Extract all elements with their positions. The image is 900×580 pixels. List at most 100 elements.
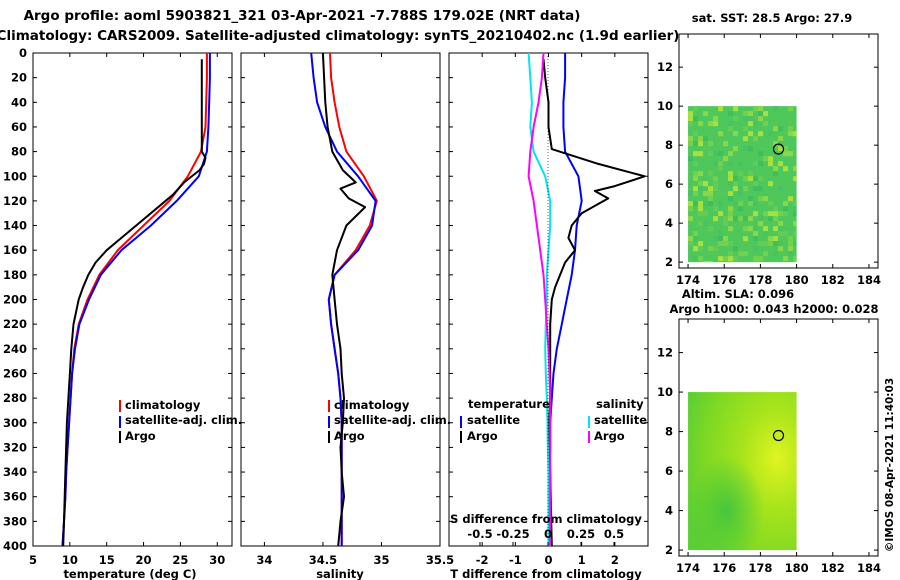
sst-cell <box>788 131 794 137</box>
sst-cell <box>788 251 794 257</box>
temperature-x-label: temperature (deg C) <box>63 567 196 580</box>
sst-cell <box>688 216 694 222</box>
sst-cell <box>713 241 719 247</box>
depth-tick-label: 240 <box>3 342 27 356</box>
sst-cell <box>743 116 749 122</box>
sst-cell <box>758 116 764 122</box>
sst-cell <box>743 196 749 202</box>
s-diff-tick-label: 0.25 <box>567 527 595 541</box>
depth-tick-label: 140 <box>3 219 27 233</box>
sst-cell <box>728 191 734 197</box>
sst-cell <box>773 226 779 232</box>
sst-cell <box>773 251 779 257</box>
sst-cell <box>713 176 719 182</box>
map-x-tick-label: 180 <box>785 273 809 287</box>
temperature-series <box>61 53 211 546</box>
sst-cell <box>763 256 769 262</box>
sst-cell <box>768 236 774 242</box>
sst-cell <box>768 161 774 167</box>
sst-cell <box>718 256 724 262</box>
depth-tick-label: 400 <box>3 539 27 553</box>
depth-tick-label: 40 <box>11 95 27 109</box>
sst-cell <box>778 241 784 247</box>
sst-cell <box>748 171 754 177</box>
sst-cell <box>733 161 739 167</box>
sst-cell <box>713 186 719 192</box>
sst-cell <box>688 156 694 162</box>
sst-cell <box>788 121 794 127</box>
sst-cell <box>748 226 754 232</box>
sst-cell <box>718 106 724 112</box>
sst-cell <box>778 161 784 167</box>
sst-cell <box>733 256 739 262</box>
sst-cell <box>763 231 769 237</box>
depth-tick-label: 180 <box>3 268 27 282</box>
sst-cell <box>773 241 779 247</box>
map-y-tick-label: 6 <box>665 464 673 478</box>
sst-cell <box>728 196 734 202</box>
sst-cell <box>698 246 704 252</box>
map-y-tick-label: 10 <box>657 385 673 399</box>
sst-cell <box>743 236 749 242</box>
sst-cell <box>723 236 729 242</box>
sst-cell <box>783 206 789 212</box>
sst-cell <box>788 236 794 242</box>
x-tick-label: 10 <box>62 553 78 567</box>
sst-cell <box>718 151 724 157</box>
s-diff-tick-label: -0.25 <box>496 527 529 541</box>
map-x-tick-label: 182 <box>821 273 845 287</box>
sst-cell <box>698 206 704 212</box>
legend-label-satellite-clim: satellite-adj. clim. <box>334 413 451 427</box>
sst-cell <box>748 196 754 202</box>
series-line-s-argo <box>527 53 552 546</box>
sst-cell <box>728 176 734 182</box>
difference-x-label: T difference from climatology <box>450 567 642 580</box>
sst-cell <box>703 221 709 227</box>
sst-cell <box>768 216 774 222</box>
sst-cell <box>738 186 744 192</box>
sst-cell <box>768 131 774 137</box>
sst-cell <box>728 226 734 232</box>
sst-cell <box>703 251 709 257</box>
sst-cell <box>748 201 754 207</box>
sla-argo-position-marker <box>772 429 785 442</box>
sst-cell <box>748 211 754 217</box>
sst-cell <box>768 241 774 247</box>
map-y-tick-label: 12 <box>657 60 673 74</box>
sst-cell <box>793 206 797 212</box>
sst-cell <box>768 251 774 257</box>
sst-cell <box>793 211 797 217</box>
sst-cell <box>763 156 769 162</box>
map-x-tick-label: 176 <box>712 561 736 575</box>
sst-cell <box>788 106 794 112</box>
sst-cell <box>708 196 714 202</box>
sst-cell <box>708 251 714 257</box>
depth-tick-label: 60 <box>11 120 27 134</box>
legend-label-climatology: climatology <box>334 398 410 412</box>
x-tick-label: 30 <box>209 553 225 567</box>
depth-tick-label: 260 <box>3 366 27 380</box>
series-line-satellite-adj-clim- <box>310 53 377 546</box>
sst-cell <box>743 146 749 152</box>
sst-cell <box>793 176 797 182</box>
sst-cell <box>758 186 764 192</box>
sst-cell <box>778 136 784 142</box>
sst-cell <box>688 141 694 147</box>
sst-cell <box>778 246 784 252</box>
legend-label-argo: Argo <box>125 429 156 443</box>
sst-cell <box>723 156 729 162</box>
sst-cell <box>693 246 699 252</box>
sst-cell <box>718 216 724 222</box>
sst-cell <box>728 206 734 212</box>
sst-cell <box>733 146 739 152</box>
sst-cell <box>743 251 749 257</box>
sst-cell <box>793 201 797 207</box>
map-y-tick-label: 4 <box>665 216 673 230</box>
sst-cell <box>703 136 709 142</box>
sst-cell <box>743 216 749 222</box>
sst-cell <box>743 126 749 132</box>
sst-cell <box>688 241 694 247</box>
depth-tick-label: 20 <box>11 71 27 85</box>
sst-cell <box>713 216 719 222</box>
